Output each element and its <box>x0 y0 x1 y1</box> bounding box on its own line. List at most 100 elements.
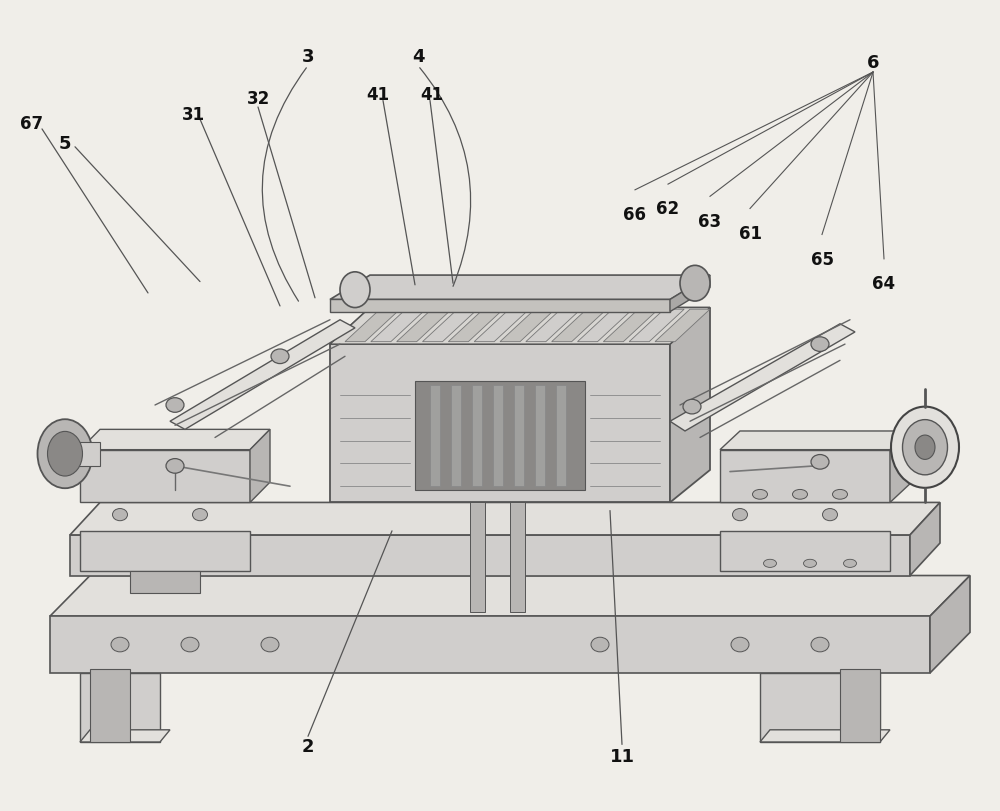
Ellipse shape <box>38 420 92 488</box>
Polygon shape <box>670 276 710 312</box>
Polygon shape <box>50 616 930 673</box>
Ellipse shape <box>683 400 701 414</box>
Ellipse shape <box>844 560 856 568</box>
Ellipse shape <box>732 509 748 521</box>
Polygon shape <box>510 503 525 612</box>
Polygon shape <box>80 531 250 572</box>
Text: 41: 41 <box>366 86 390 104</box>
Ellipse shape <box>891 407 959 488</box>
Text: 64: 64 <box>872 275 896 293</box>
Ellipse shape <box>915 436 935 460</box>
Polygon shape <box>514 385 524 487</box>
Text: 41: 41 <box>420 86 444 104</box>
Polygon shape <box>250 430 270 503</box>
Polygon shape <box>655 310 710 342</box>
Ellipse shape <box>822 509 838 521</box>
Polygon shape <box>470 503 485 612</box>
Polygon shape <box>493 385 503 487</box>
Polygon shape <box>397 310 452 342</box>
Polygon shape <box>130 572 200 594</box>
Ellipse shape <box>591 637 609 652</box>
Text: 63: 63 <box>698 212 722 230</box>
Ellipse shape <box>192 509 208 521</box>
Polygon shape <box>330 276 710 300</box>
Text: 2: 2 <box>302 737 314 755</box>
Polygon shape <box>65 442 100 466</box>
Polygon shape <box>70 503 940 535</box>
Polygon shape <box>720 531 890 572</box>
Polygon shape <box>535 385 545 487</box>
Polygon shape <box>70 535 910 576</box>
Text: 3: 3 <box>302 48 314 66</box>
Polygon shape <box>345 310 400 342</box>
Polygon shape <box>80 430 270 450</box>
Text: 6: 6 <box>867 54 879 72</box>
Polygon shape <box>330 308 710 345</box>
Ellipse shape <box>340 272 370 308</box>
Polygon shape <box>670 324 855 431</box>
Ellipse shape <box>792 490 808 500</box>
Ellipse shape <box>902 420 948 475</box>
Polygon shape <box>80 673 160 742</box>
Text: 31: 31 <box>181 106 205 124</box>
Polygon shape <box>422 310 478 342</box>
Polygon shape <box>720 450 890 503</box>
Text: 5: 5 <box>59 135 71 152</box>
Polygon shape <box>90 669 130 742</box>
Polygon shape <box>500 310 555 342</box>
Ellipse shape <box>680 266 710 302</box>
Ellipse shape <box>166 398 184 413</box>
Polygon shape <box>670 308 710 503</box>
Polygon shape <box>80 450 250 503</box>
Ellipse shape <box>811 337 829 352</box>
Ellipse shape <box>811 455 829 470</box>
Ellipse shape <box>731 637 749 652</box>
Text: 65: 65 <box>810 251 834 268</box>
Polygon shape <box>720 431 910 450</box>
Ellipse shape <box>166 459 184 474</box>
Ellipse shape <box>811 637 829 652</box>
Polygon shape <box>760 673 880 742</box>
Ellipse shape <box>271 350 289 364</box>
Text: 32: 32 <box>246 90 270 108</box>
Ellipse shape <box>48 431 82 477</box>
Ellipse shape <box>112 509 128 521</box>
Ellipse shape <box>764 560 776 568</box>
Polygon shape <box>50 576 970 616</box>
Text: 11: 11 <box>610 747 635 765</box>
Polygon shape <box>330 308 710 345</box>
Polygon shape <box>526 310 581 342</box>
Text: 62: 62 <box>656 200 680 218</box>
Ellipse shape <box>261 637 279 652</box>
Polygon shape <box>840 669 880 742</box>
Polygon shape <box>472 385 482 487</box>
Polygon shape <box>760 730 890 742</box>
Text: 67: 67 <box>20 115 44 133</box>
Polygon shape <box>577 310 633 342</box>
Polygon shape <box>330 300 670 312</box>
Polygon shape <box>474 310 529 342</box>
Polygon shape <box>80 730 170 742</box>
Polygon shape <box>415 381 585 491</box>
Polygon shape <box>890 431 910 503</box>
Polygon shape <box>371 310 426 342</box>
Polygon shape <box>629 310 684 342</box>
Ellipse shape <box>804 560 816 568</box>
Polygon shape <box>552 310 607 342</box>
Polygon shape <box>330 345 670 503</box>
Polygon shape <box>930 576 970 673</box>
Ellipse shape <box>181 637 199 652</box>
Polygon shape <box>451 385 461 487</box>
Text: 4: 4 <box>412 48 424 66</box>
Ellipse shape <box>111 637 129 652</box>
Text: 61: 61 <box>738 225 762 242</box>
Ellipse shape <box>832 490 848 500</box>
Ellipse shape <box>753 490 768 500</box>
Polygon shape <box>430 385 440 487</box>
Polygon shape <box>170 320 355 430</box>
Polygon shape <box>910 503 940 576</box>
Polygon shape <box>448 310 503 342</box>
Polygon shape <box>603 310 658 342</box>
Polygon shape <box>556 385 566 487</box>
Text: 66: 66 <box>624 206 646 224</box>
